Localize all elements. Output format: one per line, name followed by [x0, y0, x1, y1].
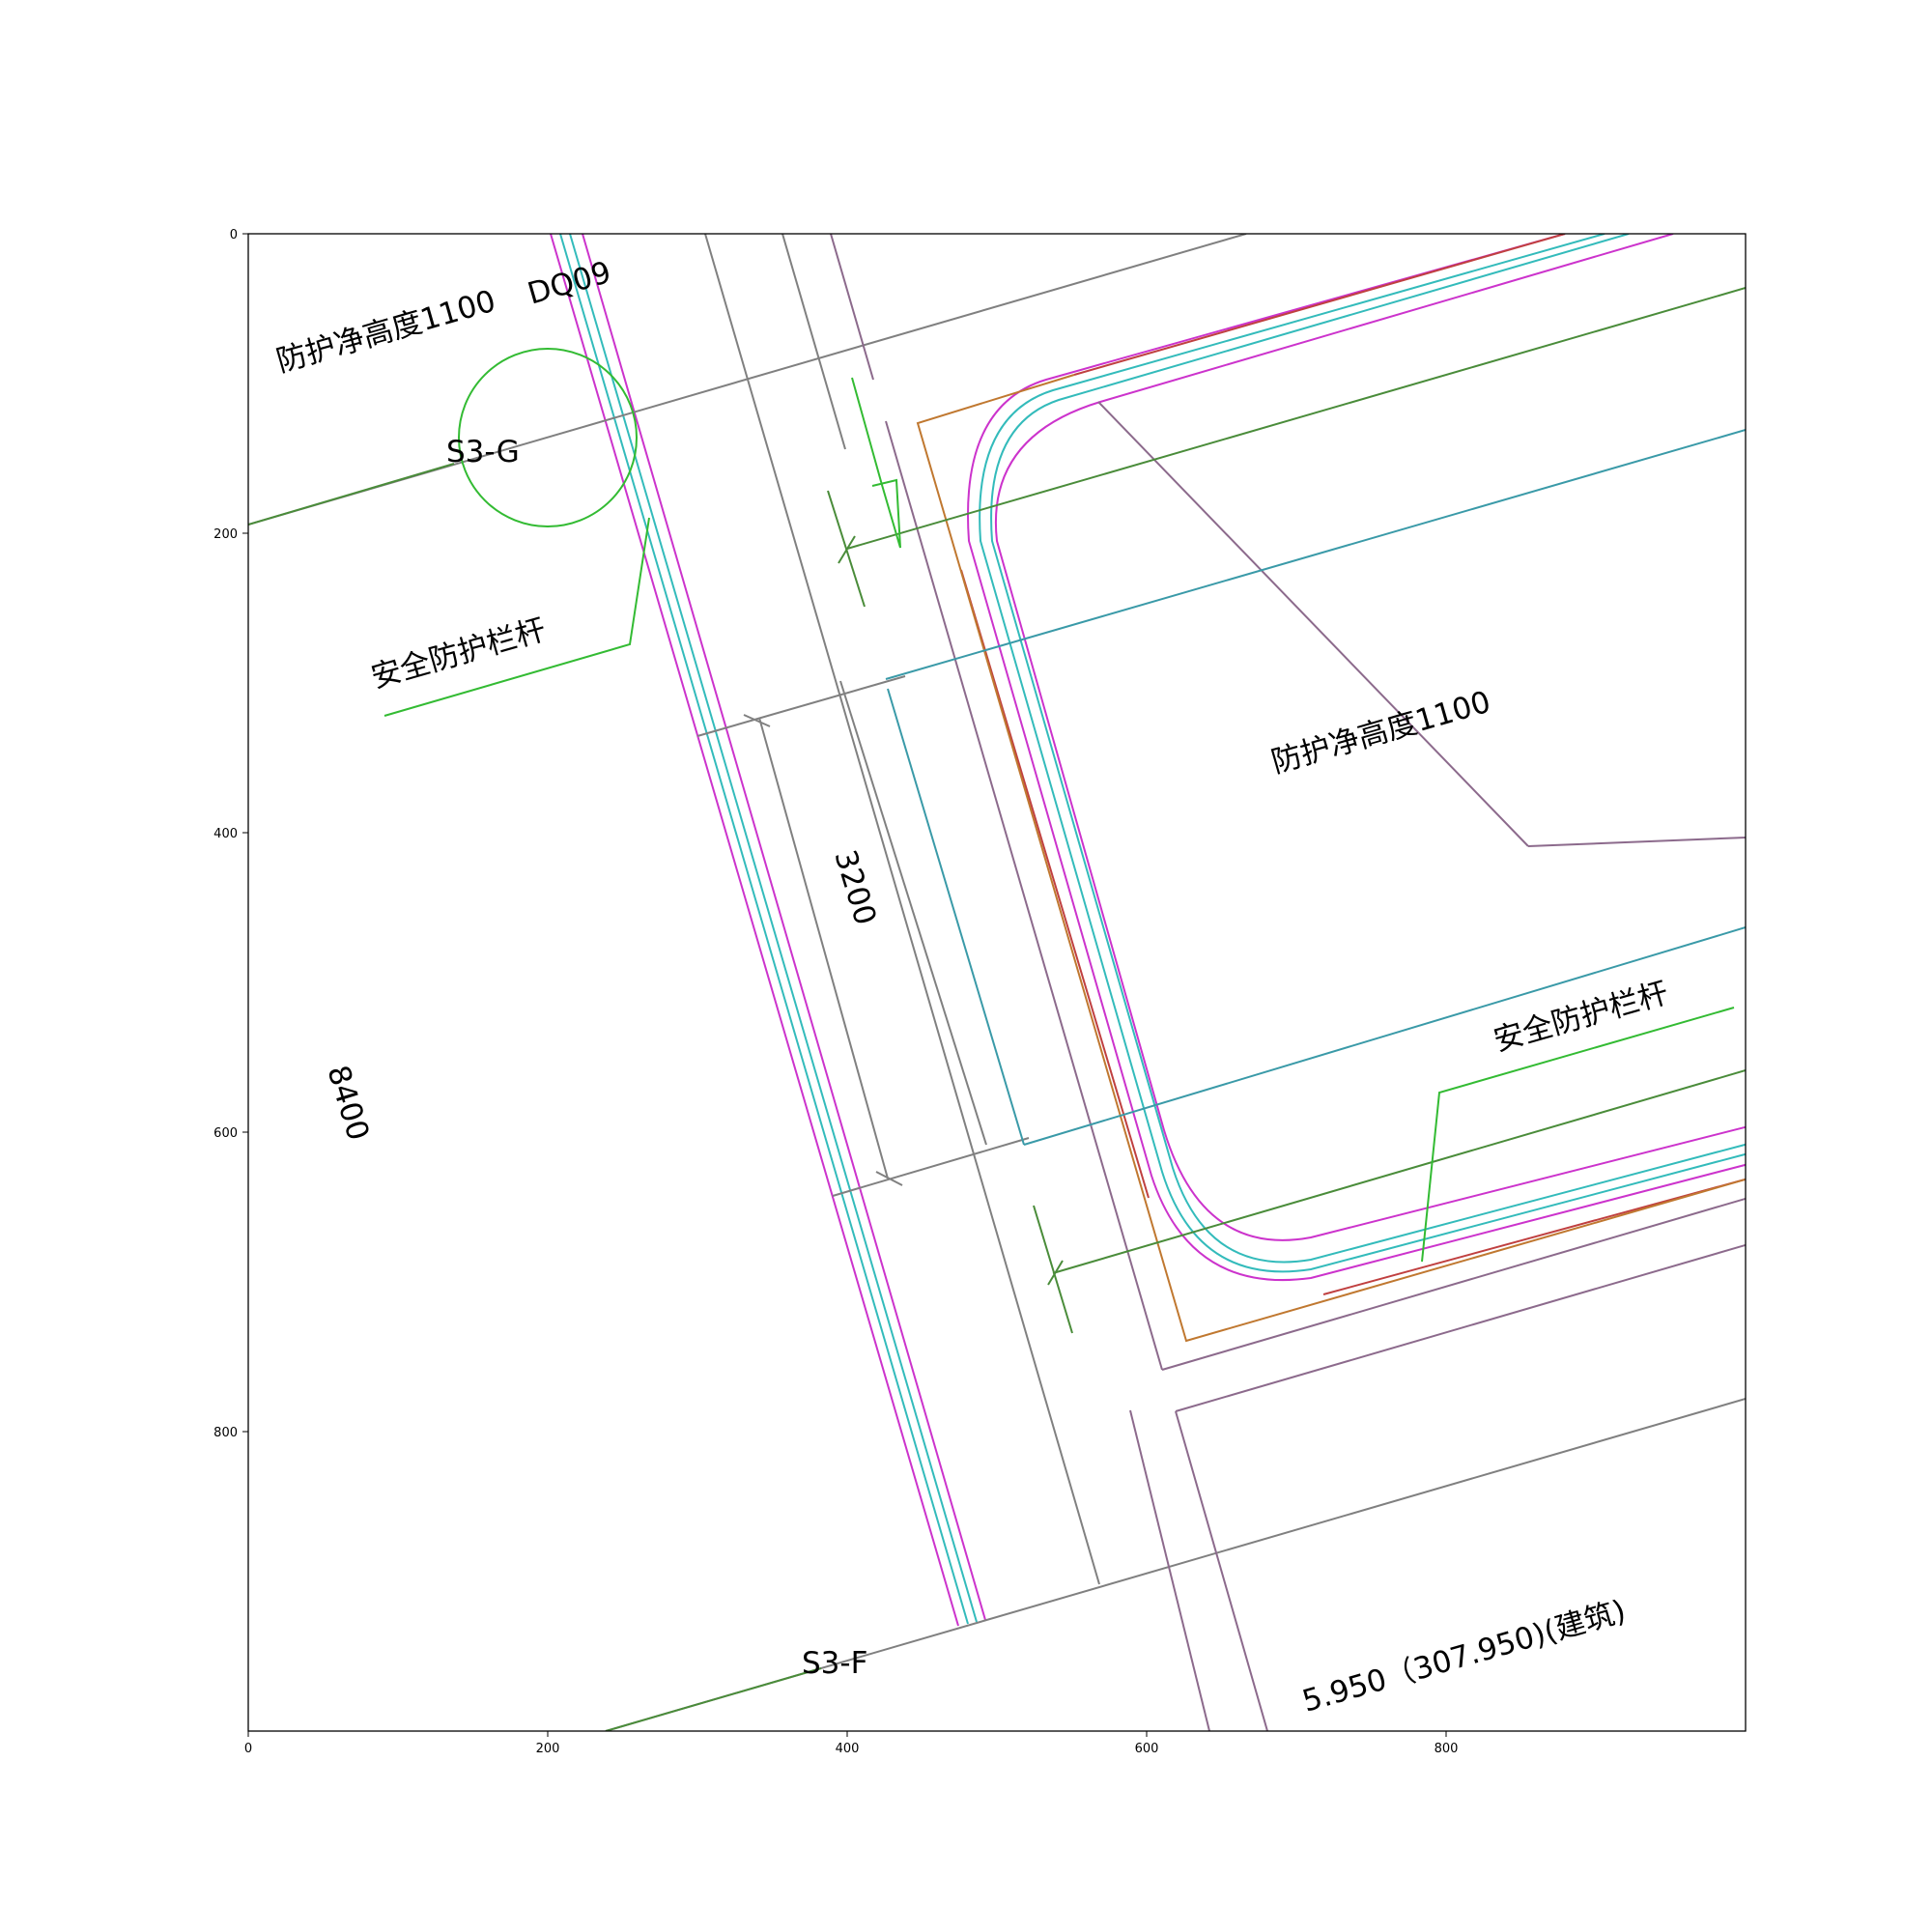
y-tick-label: 400 [213, 827, 238, 841]
rounded-railing-inner [994, 234, 1746, 1241]
x-tick-label: 800 [1435, 1742, 1459, 1756]
x-tick-label: 0 [244, 1742, 252, 1756]
purple-wall-right [1129, 1409, 1210, 1731]
left-railing-cyan-line-1 [559, 234, 969, 1625]
purple-wall-bottom-2 [1175, 1243, 1746, 1412]
left-railing-outer-line [550, 234, 959, 1627]
y-tick-label: 600 [213, 1126, 238, 1141]
label-s3-g: S3-G [446, 435, 520, 469]
left-railing-cyan-line-2 [569, 234, 978, 1623]
slab-edge-red [960, 234, 1746, 1295]
green-tick-bottom [1033, 1205, 1073, 1334]
dimension-line-3200 [758, 717, 889, 1179]
beam-line-mid [839, 680, 987, 1146]
green-grid-s3g [248, 463, 455, 526]
green-tick-top-2 [838, 535, 856, 564]
green-line-bottom [1052, 1069, 1746, 1274]
x-tick-label: 200 [536, 1742, 560, 1756]
dimension-extension-bottom [832, 1137, 1030, 1197]
left-railing-inner-line [582, 234, 986, 1621]
y-axis: 0 200 400 600 800 [213, 228, 248, 1440]
y-tick-label: 0 [230, 228, 238, 242]
grey-structural-lines [248, 234, 1746, 1731]
label-railing-2: 安全防护栏杆 [1490, 976, 1672, 1059]
green-annotation-lines [384, 348, 1735, 1263]
purple-lines [830, 234, 1746, 1731]
railing-leader-2 [1421, 1007, 1735, 1263]
rounded-railing-outer [967, 234, 1746, 1282]
drawing-area [248, 234, 1746, 1731]
annotation-labels: 防护净高度1100 DQ09 S3-G 安全防护栏杆 3200 8400 防护净… [272, 255, 1672, 1719]
green-tick-bottom-2 [1047, 1260, 1064, 1286]
railing-leader-1 [384, 517, 650, 717]
y-tick-label: 200 [213, 527, 238, 542]
label-protect-height-1: 防护净高度1100 [272, 284, 499, 380]
s3-g-circle [458, 348, 638, 527]
dimension-tick-bottom [875, 1171, 903, 1186]
purple-wall-bottom [1161, 1197, 1746, 1371]
teal-line-diagonal [887, 688, 1025, 1146]
purple-wall-left [885, 420, 1163, 1371]
rounded-railing-band [967, 234, 1746, 1282]
axes-frame [247, 233, 1747, 1732]
dimension-extension-top [696, 675, 906, 737]
label-railing-1: 安全防护栏杆 [367, 612, 550, 696]
x-tick-label: 600 [1135, 1742, 1159, 1756]
dark-green-lines [248, 287, 1746, 1731]
x-axis: 0 200 400 600 800 [244, 1731, 1459, 1756]
label-dim-8400: 8400 [320, 1062, 375, 1145]
label-protect-height-2: 防护净高度1100 [1267, 685, 1494, 781]
teal-line-lower [1023, 926, 1746, 1146]
rounded-railing-cyan-2 [990, 234, 1746, 1264]
rounded-railing-cyan-1 [979, 234, 1746, 1273]
beam-line-left [704, 234, 1100, 1585]
beam-line-top [781, 234, 846, 450]
purple-wall-top [830, 234, 874, 381]
arrow-marker [851, 377, 901, 549]
dimension-tick-top [743, 714, 771, 727]
slab-outline-orange [916, 374, 1746, 1343]
label-s3-f: S3-F [802, 1646, 867, 1681]
y-tick-label: 800 [213, 1426, 238, 1440]
x-tick-label: 400 [836, 1742, 860, 1756]
teal-lines [885, 429, 1746, 1146]
purple-wall-corner [1175, 1410, 1268, 1731]
label-elevation: 5.950（307.950)(建筑) [1298, 1594, 1630, 1719]
green-line-top [846, 287, 1746, 550]
label-dim-3200: 3200 [827, 846, 882, 929]
leader-line-height-tail [1527, 837, 1746, 847]
leader-line-height [1097, 401, 1529, 847]
teal-line-upper [885, 429, 1746, 680]
green-grid-s3f [605, 1667, 822, 1731]
left-railing-band [550, 234, 986, 1627]
